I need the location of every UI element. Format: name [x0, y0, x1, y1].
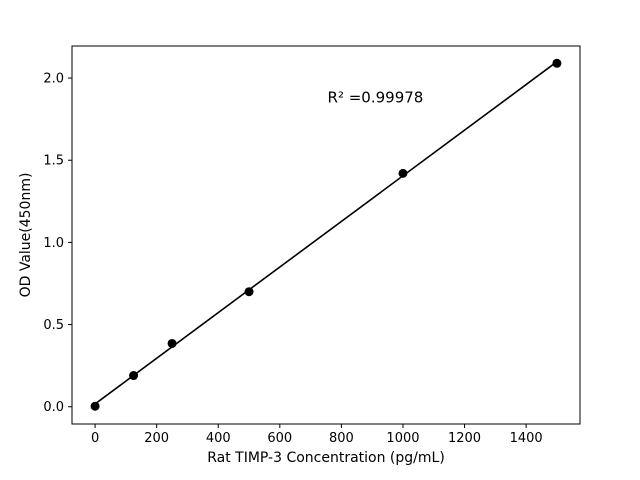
plot-border: [71, 45, 581, 425]
x-tick-label: 800: [329, 431, 354, 446]
y-tick-label: 0.0: [43, 400, 64, 415]
y-tick-label: 2.0: [43, 72, 64, 87]
data-point: [398, 168, 408, 178]
x-tick-label: 1400: [510, 431, 543, 446]
x-tick-label: 400: [206, 431, 231, 446]
y-tick-label: 1.0: [43, 236, 64, 251]
data-point: [90, 401, 100, 411]
x-tick-label: 1200: [448, 431, 481, 446]
x-tick-label: 0: [91, 431, 99, 446]
y-tick-label: 1.5: [43, 154, 64, 169]
x-tick-label: 600: [267, 431, 292, 446]
y-tick-label: 0.5: [43, 318, 64, 333]
x-axis-label: Rat TIMP-3 Concentration (pg/mL): [207, 450, 445, 466]
data-point: [129, 371, 139, 381]
y-axis-label: OD Value(450nm): [18, 173, 34, 298]
r-squared-annotation: R² =0.99978: [328, 89, 424, 107]
x-tick-label: 1000: [386, 431, 419, 446]
data-point: [552, 58, 562, 68]
data-point: [244, 287, 254, 297]
data-point: [167, 338, 177, 348]
x-tick-label: 200: [144, 431, 169, 446]
